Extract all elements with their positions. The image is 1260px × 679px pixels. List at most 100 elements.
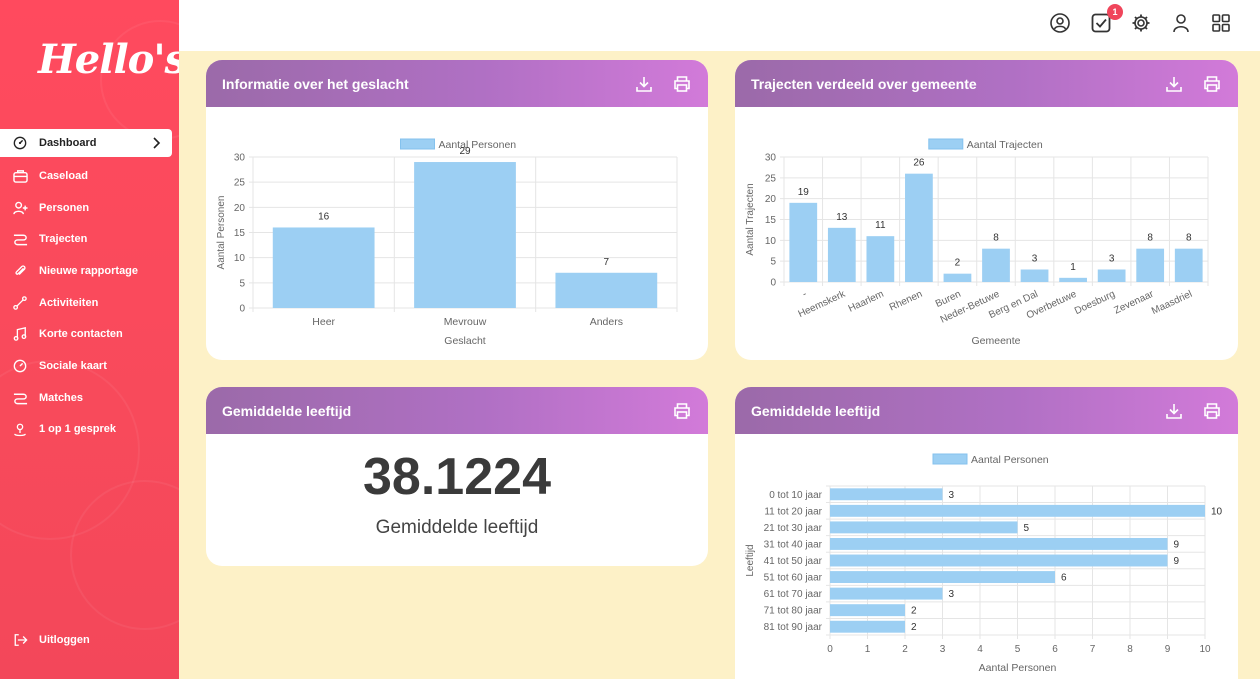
sidebar-item-label: Activiteiten <box>39 296 99 309</box>
x-tick-label: 4 <box>977 644 983 655</box>
activity-icon <box>12 295 28 311</box>
x-tick-label: 3 <box>940 644 946 655</box>
data-label: 19 <box>798 187 810 198</box>
paperclip-icon <box>12 263 28 279</box>
data-label: 8 <box>1147 233 1153 244</box>
card-title: Trajecten verdeeld over gemeente <box>751 75 977 92</box>
print-icon[interactable] <box>672 401 692 421</box>
sidebar-item-label: Dashboard <box>39 137 97 149</box>
x-tick-label: 1 <box>865 644 871 655</box>
legend-label: Aantal Personen <box>439 139 517 151</box>
sidebar-item-nieuwe-rapportage[interactable]: Nieuwe rapportage <box>0 255 179 287</box>
y-tick-label: 30 <box>765 153 777 164</box>
y-tick-label: 21 tot 30 jaar <box>764 523 823 534</box>
x-tick-label: 2 <box>902 644 908 655</box>
y-tick-label: 20 <box>234 203 246 214</box>
sidebar-item-label: Personen <box>39 201 90 214</box>
data-label: 29 <box>459 146 471 157</box>
sidebar-item-matches[interactable]: Matches <box>0 382 179 414</box>
y-axis-title: Aantal Personen <box>216 196 227 270</box>
y-tick-label: 41 tot 50 jaar <box>764 556 823 567</box>
sidebar-item-caseload[interactable]: Caseload <box>0 160 179 192</box>
data-label: 2 <box>955 258 961 269</box>
data-label: 3 <box>949 490 955 501</box>
data-label: 26 <box>913 158 925 169</box>
x-tick-label: 9 <box>1165 644 1171 655</box>
user-switch-icon[interactable] <box>1049 12 1071 34</box>
chevron-right-icon <box>149 135 163 151</box>
x-tick-label: - <box>801 289 809 300</box>
print-icon[interactable] <box>1202 401 1222 421</box>
card-title: Informatie over het geslacht <box>222 75 409 92</box>
card-title: Gemiddelde leeftijd <box>222 402 352 419</box>
municipality-bar-chart: Aantal Trajecten05101520253019-13Heemske… <box>745 138 1209 347</box>
sidebar-item-1-op-1-gesprek[interactable]: 1 op 1 gesprek <box>0 414 179 446</box>
legend-swatch <box>400 138 435 150</box>
data-label: 6 <box>1061 573 1067 584</box>
bar <box>866 236 895 282</box>
bar <box>982 248 1010 282</box>
apps-grid-icon[interactable] <box>1210 12 1232 34</box>
user-icon[interactable] <box>1170 12 1192 34</box>
data-label: 1 <box>1070 262 1076 273</box>
sidebar-item-label: Matches <box>39 391 84 404</box>
x-axis-title: Gemeente <box>971 335 1020 347</box>
y-tick-label: 5 <box>239 278 245 289</box>
y-tick-label: 20 <box>765 194 777 205</box>
x-tick-label: Rhenen <box>888 289 924 314</box>
y-tick-label: 10 <box>234 253 246 264</box>
logout-label: Uitloggen <box>39 633 90 646</box>
bar <box>414 162 516 308</box>
sidebar-item-trajecten[interactable]: Trajecten <box>0 223 179 255</box>
bar <box>555 272 658 308</box>
x-tick-label: Doesburg <box>1073 289 1117 317</box>
bar <box>1059 277 1087 282</box>
sidebar-item-personen[interactable]: Personen <box>0 192 179 224</box>
data-label: 3 <box>1109 254 1115 265</box>
logout-button[interactable]: Uitloggen <box>0 624 90 656</box>
x-tick-label: Anders <box>590 316 623 328</box>
bar <box>827 227 856 282</box>
x-axis-title: Geslacht <box>444 335 486 347</box>
sidebar-item-label: 1 op 1 gesprek <box>39 423 117 436</box>
legend-label: Aantal Personen <box>971 454 1049 466</box>
y-tick-label: 25 <box>234 178 246 189</box>
download-icon[interactable] <box>1164 74 1184 94</box>
y-tick-label: 0 <box>770 278 776 289</box>
sidebar-item-label: Trajecten <box>39 233 88 246</box>
data-label: 9 <box>1174 556 1180 567</box>
x-tick-label: Haarlem <box>847 289 886 315</box>
print-icon[interactable] <box>1202 74 1222 94</box>
logout-icon <box>12 632 28 648</box>
logo-text: Hello's <box>38 36 179 83</box>
x-tick-label: Zevenaar <box>1113 288 1157 316</box>
top-bar: 1 <box>179 0 1260 51</box>
age-distribution-card: Gemiddelde leeftijd Aantal Personen 0 1 2 3 4… <box>735 387 1238 679</box>
hellos-logo[interactable]: Hello's <box>38 36 179 100</box>
sidebar-item-activiteiten[interactable]: Activiteiten <box>0 287 179 319</box>
y-tick-label: 15 <box>234 228 246 239</box>
download-icon[interactable] <box>1164 401 1184 421</box>
y-axis-title: Leeftijd <box>745 544 756 576</box>
gear-icon[interactable] <box>1130 12 1152 34</box>
y-tick-label: 0 tot 10 jaar <box>769 490 822 501</box>
route-icon <box>12 390 28 406</box>
gender-bar-chart: Aantal Personen 0 5 10 15 20 25 30 16 Heer 29 Mevro… <box>216 138 678 347</box>
sidebar-item-korte-contacten[interactable]: Korte contacten <box>0 318 179 350</box>
x-tick-label: 6 <box>1052 644 1058 655</box>
bar <box>1020 269 1049 282</box>
data-label: 3 <box>1032 254 1038 265</box>
tasks-icon[interactable]: 1 <box>1090 4 1123 34</box>
y-tick-label: 31 tot 40 jaar <box>764 539 823 550</box>
data-label: 16 <box>318 211 330 222</box>
print-icon[interactable] <box>672 74 692 94</box>
data-label: 5 <box>1024 523 1030 534</box>
y-tick-label: 30 <box>234 153 246 164</box>
x-tick-label: Mevrouw <box>444 316 487 328</box>
gender-card: Informatie over het geslacht Aantal Pers… <box>206 60 708 360</box>
card-header: Informatie over het geslacht <box>206 60 708 107</box>
download-icon[interactable] <box>634 74 654 94</box>
sidebar-item-dashboard[interactable]: Dashboard <box>0 129 172 157</box>
briefcase-icon <box>12 168 28 184</box>
sidebar-item-sociale-kaart[interactable]: Sociale kaart <box>0 350 179 382</box>
